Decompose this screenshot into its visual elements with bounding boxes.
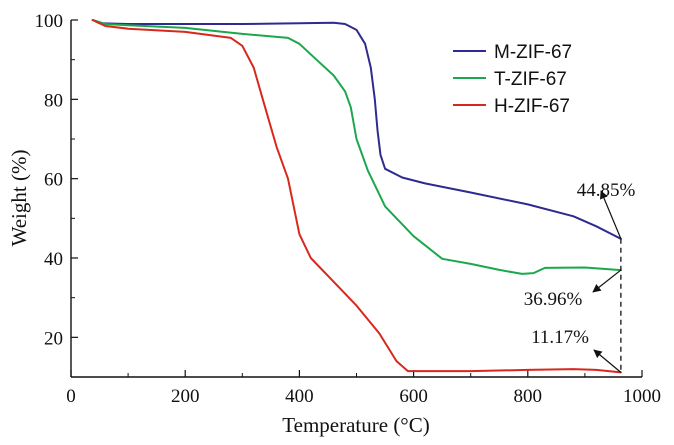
y-tick-label: 20 [44,328,63,349]
x-tick-label: 800 [514,386,543,407]
y-tick-label: 40 [44,249,63,270]
legend: M-ZIF-67 T-ZIF-67 H-ZIF-67 [453,42,572,117]
annotation-label: 11.17% [531,327,589,348]
y-ticks: 20 40 60 80 100 [35,11,78,349]
annotations: 44.85% 36.96% 11.17% [524,180,636,373]
series-lines [91,19,622,374]
annotation-arrow [592,269,622,293]
annotation-label: 44.85% [577,180,636,201]
x-tick-label: 400 [285,386,314,407]
x-ticks: 0 200 400 600 800 1000 [66,370,661,407]
annotation-label: 36.96% [524,289,583,310]
legend-label-t-zif-67: T-ZIF-67 [494,69,567,90]
x-axis-title: Temperature (°C) [282,413,429,437]
y-tick-label: 80 [44,90,63,111]
annotation-arrow [593,349,622,373]
series-line-m-zif-67 [91,19,622,240]
legend-label-m-zif-67: M-ZIF-67 [494,42,572,63]
x-tick-label: 0 [66,386,76,407]
series-line-h-zif-67 [91,19,622,374]
y-tick-label: 100 [35,11,64,32]
x-tick-label: 200 [171,386,200,407]
x-tick-label: 1000 [623,386,661,407]
x-tick-label: 600 [399,386,428,407]
legend-label-h-zif-67: H-ZIF-67 [494,96,570,117]
y-tick-label: 60 [44,170,63,191]
y-axis-title: Weight (%) [7,150,31,247]
series-line-t-zif-67 [91,19,622,275]
annotation-arrow [600,190,622,239]
